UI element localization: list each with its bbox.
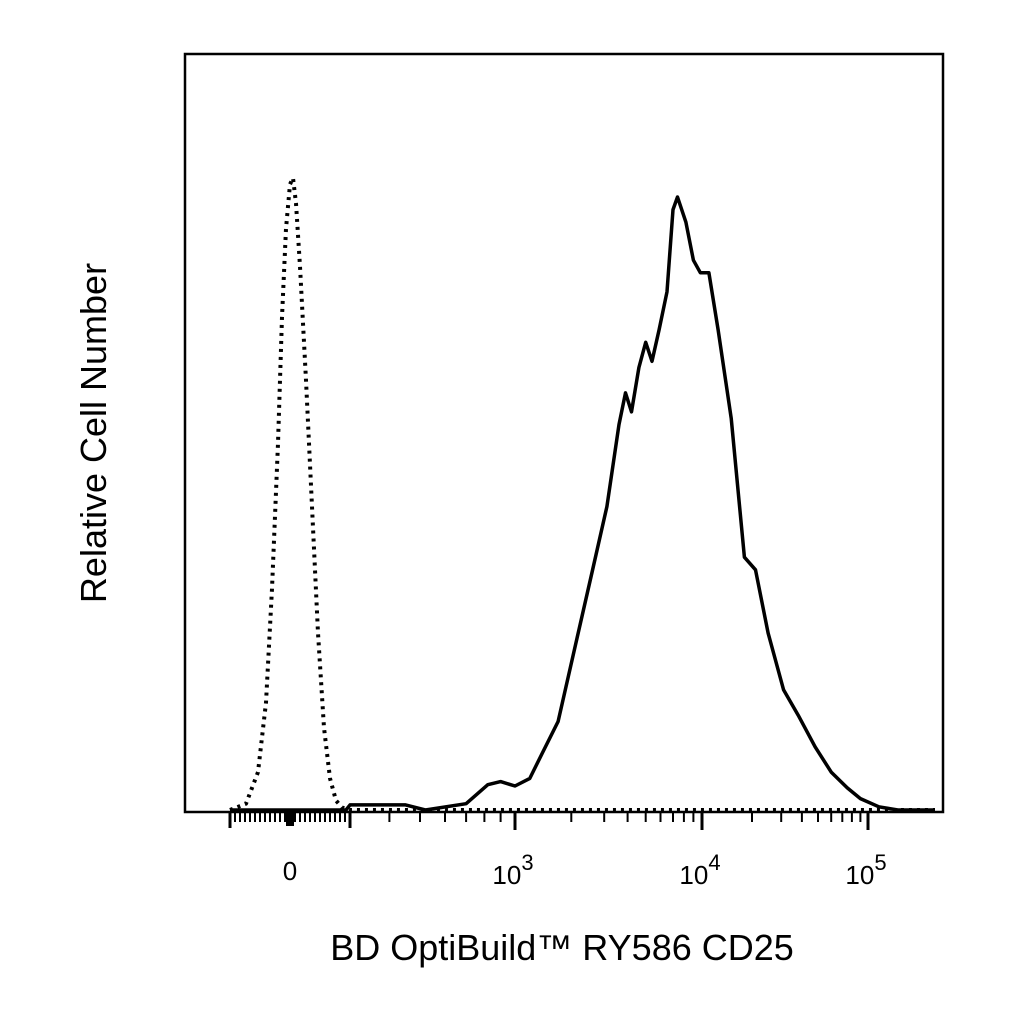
y-axis-label: Relative Cell Number <box>73 263 114 603</box>
histogram-series <box>229 176 935 812</box>
x-tick-label: 104 <box>679 850 720 890</box>
series-solid-line <box>230 195 935 812</box>
x-tick-label: 105 <box>845 850 886 890</box>
x-tick-label-exponent: 3 <box>521 850 533 875</box>
x-axis-label: BD OptiBuild™ RY586 CD25 <box>330 927 794 968</box>
x-tick-label-exponent: 4 <box>708 850 720 875</box>
x-tick-label: 0 <box>283 856 297 886</box>
x-axis-tick-labels: 0 103 104 105 <box>283 850 887 890</box>
x-axis-ticks <box>228 812 870 830</box>
x-tick-label: 103 <box>492 850 533 890</box>
x-tick-label-base: 10 <box>845 860 874 890</box>
x-tick-label-base: 10 <box>492 860 521 890</box>
x-tick-label-exponent: 5 <box>874 850 886 875</box>
x-tick-label-base: 10 <box>679 860 708 890</box>
series-dotted-line <box>229 176 935 812</box>
plot-frame <box>183 52 945 814</box>
